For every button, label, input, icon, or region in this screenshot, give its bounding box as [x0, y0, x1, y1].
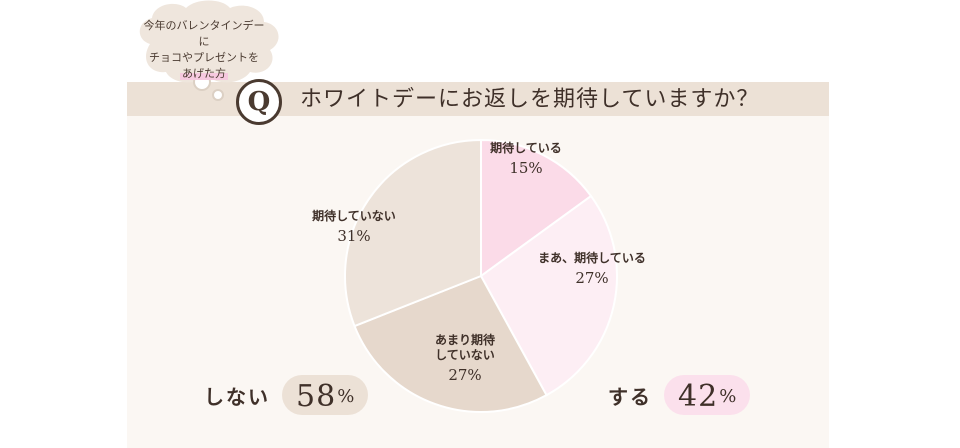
- slice-expect: [480, 138, 593, 278]
- summary-yes-badge: 42%: [664, 375, 751, 415]
- callout-line-2: チョコやプレゼントを: [149, 51, 259, 64]
- summary-no-badge: 58%: [282, 375, 369, 415]
- question-text: ホワイトデーにお返しを期待していますか？: [300, 87, 760, 112]
- slice-not-expect-value: 31%: [337, 227, 370, 245]
- q-letter: Q: [247, 87, 271, 117]
- slice-not-really-label: あまり期待: [435, 332, 495, 347]
- slice-somewhat-expect: [479, 194, 618, 397]
- slice-somewhat-expect-value: 27%: [575, 269, 608, 287]
- slice-not-really-value: 27%: [448, 366, 481, 384]
- summary-no-label: しない: [204, 384, 270, 409]
- summary-no-percent: %: [337, 385, 355, 407]
- summary-yes: する 42%: [608, 372, 751, 418]
- slice-not-expect: [344, 138, 482, 328]
- slice-not-really: [353, 274, 548, 413]
- summary-yes-label: する: [608, 384, 652, 409]
- callout-text: 今年のバレンタインデーに チョコやプレゼントを あげた方: [140, 18, 268, 82]
- summary-no-value: 58: [296, 378, 337, 414]
- callout-line-3: あげた方: [180, 67, 228, 80]
- q-badge: Q: [236, 79, 282, 125]
- summary-yes-value: 42: [678, 378, 719, 414]
- summary-yes-percent: %: [719, 385, 737, 407]
- callout-line-1: 今年のバレンタインデーに: [143, 19, 265, 48]
- slice-somewhat-expect-label: まあ、期待している: [538, 250, 646, 265]
- slice-not-really-label: していない: [435, 348, 495, 362]
- slice-expect-label: 期待している: [490, 140, 562, 155]
- slice-not-expect-label: 期待していない: [312, 208, 396, 223]
- slice-expect-value: 15%: [509, 159, 542, 177]
- summary-no: しない 58%: [204, 372, 369, 418]
